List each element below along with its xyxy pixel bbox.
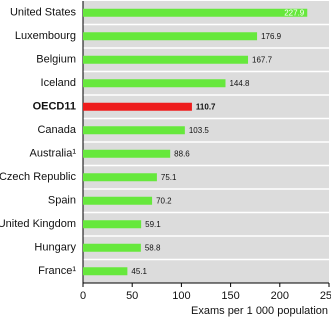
bar [83,149,171,158]
y-tick-label: United Kingdom [0,218,76,230]
bar [83,220,142,229]
value-label: 167.7 [252,55,273,64]
value-label: 88.6 [174,149,190,158]
y-tick-label: United States [10,7,77,19]
x-tick-label: 0 [80,290,86,302]
x-tick-label: 150 [221,290,239,302]
bar [83,267,128,276]
y-tick-label: Iceland [41,77,76,89]
x-tick-label: 50 [126,290,138,302]
value-label: 45.1 [131,267,147,276]
y-tick-label: France¹ [38,265,76,277]
value-label: 144.8 [229,79,250,88]
x-axis-label: Exams per 1 000 population [191,305,328,317]
x-tick-label: 200 [271,290,289,302]
value-label: 59.1 [145,220,161,229]
value-label: 103.5 [189,126,210,135]
value-label: 110.7 [196,102,216,111]
value-label: 227.9 [284,8,305,17]
bar [83,55,249,64]
y-tick-label: Canada [37,124,76,136]
value-label: 176.9 [261,32,282,41]
y-tick-label: Czech Republic [0,171,76,183]
value-label: 70.2 [156,196,172,205]
bar [83,8,308,17]
y-tick-label: Luxembourg [15,30,76,42]
bar [83,243,141,252]
y-tick-label: OECD11 [33,101,76,113]
x-tick-label: 100 [172,290,190,302]
bar [83,196,153,205]
x-tick-label: 250 [320,290,331,302]
bar [83,32,258,41]
bar [83,102,192,111]
bar [83,126,185,135]
bar [83,79,226,88]
y-tick-label: Spain [48,195,76,207]
value-label: 58.8 [145,243,161,252]
y-tick-label: Belgium [36,54,76,66]
y-tick-label: Hungary [34,242,76,254]
value-label: 75.1 [161,173,177,182]
y-tick-label: Australia¹ [30,148,77,160]
bar [83,173,157,182]
